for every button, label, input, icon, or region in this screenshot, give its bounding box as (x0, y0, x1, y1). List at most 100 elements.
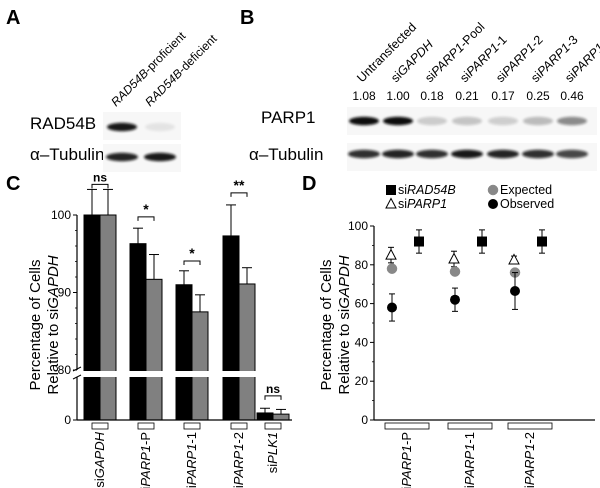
x-cat-box-4 (230, 422, 248, 430)
d-x-cat-box-2 (447, 422, 493, 430)
panel-d-ylabel-line2: Relative to siGAPDH (336, 255, 353, 394)
bar-s1-1 (83, 214, 101, 421)
x-cat-label-4: siPARP1-2 (231, 432, 246, 488)
panel-c-letter: C (6, 173, 20, 195)
band-tubulin-b-lane-2 (382, 149, 414, 159)
d-y-tick-label-6: 0 (361, 413, 368, 427)
panel-b: B UntransfectedsiGAPDHsiPARP1-PoolsiPARP… (240, 7, 600, 171)
bar-s1-4 (222, 235, 240, 421)
sig-label-5: ns (266, 382, 280, 396)
sig-bracket-3 (183, 260, 201, 266)
band-tubulin-lane-2 (144, 152, 176, 162)
d-point-circle-black-2 (450, 294, 460, 305)
panel-b-quant-2: 1.00 (386, 89, 410, 103)
d-y-tick-label-5: 20 (355, 374, 369, 388)
bar-s1-3 (175, 284, 193, 421)
d-x-cat-label-3: siPARP1-2 (522, 432, 537, 488)
band-tubulin-b-lane-4 (451, 149, 483, 159)
band-parp1-lane-4 (452, 116, 482, 126)
band-tubulin-b-lane-5 (487, 149, 519, 159)
bar-s2-3 (191, 311, 209, 421)
band-tubulin-b-lane-7 (556, 149, 588, 159)
panel-b-quant-7: 0.46 (560, 89, 584, 103)
band-parp1-lane-3 (417, 116, 447, 126)
d-point-square-1 (414, 236, 424, 247)
band-tubulin-b-lane-6 (522, 149, 554, 159)
d-legend-label-1: siRAD54B (398, 183, 456, 197)
x-cat-label-5: siPLK1 (265, 432, 280, 473)
band-tubulin-b-lane-1 (348, 149, 380, 159)
panel-a-letter: A (6, 7, 20, 29)
band-rad54b-lane-2 (145, 122, 175, 132)
sig-bracket-4 (230, 192, 248, 197)
panel-d-chart: 100 80 60 40 20 0 siPARP1-P siPARP1-1 siPARP1-2 (348, 219, 595, 488)
d-point-circle-black-3 (510, 285, 520, 296)
panel-b-quant-4: 0.21 (455, 89, 479, 103)
panel-c-ylabel-line1: Percentage of Cells (27, 260, 44, 391)
panel-c-ylabel-line2: Relative to siGAPDH (45, 255, 62, 394)
band-parp1-lane-2 (383, 116, 413, 126)
sig-bracket-2 (137, 216, 155, 221)
panel-d-letter: D (302, 173, 316, 195)
d-x-cat-box-1 (384, 422, 430, 430)
d-x-cat-label-1: siPARP1-P (399, 432, 414, 488)
d-legend-marker-3 (385, 197, 397, 209)
bar-s1-2 (129, 243, 147, 421)
band-rad54b-lane-1 (107, 122, 137, 132)
d-y-tick-label-2: 80 (355, 258, 369, 272)
panel-b-quant-6: 0.25 (526, 89, 550, 103)
panel-d: D Percentage of Cells Relative to siGAPD… (302, 173, 595, 488)
d-point-circle-gray-1 (386, 263, 398, 274)
y-tick-label-4: 0 (64, 413, 71, 427)
panel-b-quant-1: 1.08 (352, 89, 376, 103)
sig-label-1: ns (93, 170, 107, 184)
panel-a-row-tubulin: α–Tubulin (30, 145, 104, 164)
d-point-triangle-3 (508, 253, 520, 265)
d-point-circle-black-1 (387, 302, 397, 313)
sig-label-4: ** (234, 177, 245, 193)
sig-bracket-5 (264, 395, 282, 400)
d-point-square-3 (537, 236, 547, 247)
band-parp1-lane-1 (349, 116, 379, 126)
y-tick-label-1: 100 (51, 208, 71, 222)
panel-d-legend: siRAD54B Expected siPARP1 Observed (385, 183, 554, 211)
sig-bracket-1 (91, 183, 109, 189)
d-x-cat-label-2: siPARP1-1 (462, 432, 477, 488)
band-tubulin-lane-1 (106, 152, 138, 162)
d-point-triangle-2 (448, 252, 460, 264)
sig-label-2: * (143, 201, 149, 217)
panel-d-ylabel-line1: Percentage of Cells (318, 260, 335, 391)
panel-a: A RAD54B-proficient RAD54B-deficient RAD… (6, 7, 220, 172)
panel-c: C Percentage of Cells Relative to siGAPD… (6, 170, 292, 488)
bar-s1-5 (256, 412, 274, 421)
sig-label-3: * (189, 245, 195, 261)
axis-break-band (69, 371, 289, 377)
d-legend-marker-1 (386, 185, 396, 195)
d-legend-label-3: siPARP1 (398, 197, 447, 211)
panel-a-row-rad54b: RAD54B (30, 114, 96, 133)
x-cat-box-3 (183, 422, 201, 430)
d-legend-label-2: Expected (500, 183, 552, 197)
x-cat-label-1: siGAPDH (92, 431, 107, 487)
panel-b-row-tubulin: α–Tubulin (249, 145, 323, 164)
x-cat-box-5 (264, 422, 282, 430)
panel-b-letter: B (240, 7, 254, 29)
panel-b-bands (348, 116, 588, 159)
band-parp1-lane-6 (523, 116, 553, 126)
d-point-triangle-1 (385, 248, 397, 260)
d-x-cat-box-3 (507, 422, 553, 430)
x-cat-box-2 (137, 422, 155, 430)
x-cat-label-2: siPARP1-P (138, 432, 153, 488)
d-y-tick-label-3: 60 (355, 297, 369, 311)
d-point-circle-gray-2 (449, 266, 461, 277)
d-y-tick-label-1: 100 (348, 219, 368, 233)
d-legend-marker-4 (488, 199, 498, 209)
bar-s2-2 (145, 278, 163, 421)
panel-b-quantification: 1.08 1.00 0.18 0.21 0.17 0.25 0.46 (352, 89, 584, 103)
y-tick-label-3: 80 (58, 363, 72, 377)
panel-b-quant-5: 0.17 (491, 89, 515, 103)
axis-break-mark-2 (72, 374, 82, 380)
bar-s2-1 (99, 214, 117, 421)
panel-c-chart: 10090800ns****nssiGAPDHsiPARP1-PsiPARP1-… (51, 170, 292, 488)
